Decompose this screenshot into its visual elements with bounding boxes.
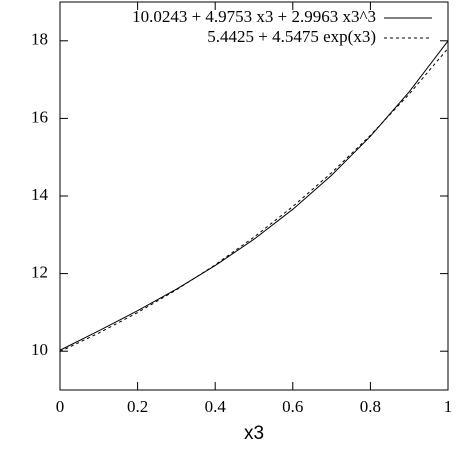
y-tick-label: 16 xyxy=(31,107,48,126)
series-line xyxy=(59,48,449,353)
x-axis-label: x3 xyxy=(244,423,264,444)
y-tick-label: 18 xyxy=(31,30,48,49)
x-tick-label: 0.4 xyxy=(205,397,227,416)
series-line xyxy=(59,40,449,351)
x-tick-label: 0.2 xyxy=(127,397,148,416)
legend-label: 10.0243 + 4.9753 x3 + 2.9963 x3^3 xyxy=(132,7,376,26)
x-tick-label: 0 xyxy=(56,397,65,416)
y-tick-label: 12 xyxy=(31,263,48,282)
x-tick-label: 1 xyxy=(444,397,453,416)
plot-frame xyxy=(59,1,449,391)
y-tick-label: 14 xyxy=(31,185,49,204)
x-tick-label: 0.8 xyxy=(360,397,381,416)
x-tick-label: 0.6 xyxy=(282,397,303,416)
y-tick-label: 10 xyxy=(31,340,48,359)
legend-label: 5.4425 + 4.5475 exp(x3) xyxy=(207,27,376,46)
